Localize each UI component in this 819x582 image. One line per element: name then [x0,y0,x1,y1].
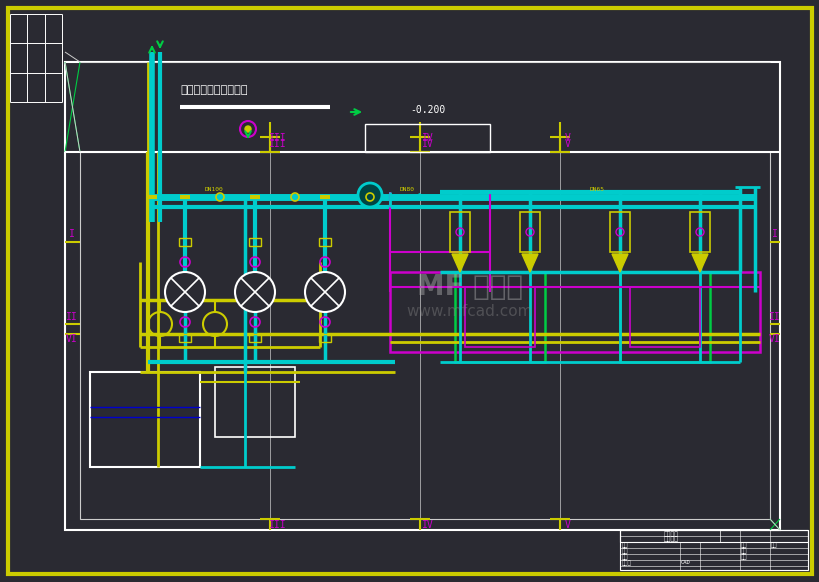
Bar [179,334,191,342]
Text: IV: IV [422,133,433,143]
Bar [619,530,807,542]
Text: I: I [771,229,777,239]
Text: 日期: 日期 [740,554,747,560]
Text: VI: VI [66,334,78,344]
Bar [519,212,540,252]
Bar [464,287,534,347]
Bar [689,212,709,252]
Text: 比例: 比例 [740,548,747,554]
Text: III: III [269,139,287,149]
Polygon shape [611,254,627,272]
Bar [249,334,260,342]
Circle shape [235,272,274,312]
Bar [390,272,759,352]
Text: DN100: DN100 [205,187,224,193]
Bar [215,367,295,437]
Text: 设计: 设计 [622,542,627,548]
Text: 某大学汽: 某大学汽 [663,531,678,537]
Text: II: II [768,312,780,322]
Text: DN65: DN65 [590,187,604,193]
Text: IV: IV [422,139,433,149]
Bar [609,212,629,252]
Text: 换热站热水管道平面图: 换热站热水管道平面图 [180,85,247,95]
Text: www.mfcad.com: www.mfcad.com [406,304,532,320]
Circle shape [305,272,345,312]
Text: VI: VI [768,334,780,344]
Circle shape [358,183,382,207]
Text: III: III [269,520,287,530]
Bar [249,238,260,246]
Text: 制图人: 制图人 [622,560,631,566]
Bar [319,334,331,342]
Text: II: II [66,312,78,322]
Bar [179,238,191,246]
Text: 审核: 审核 [622,554,627,560]
Bar [65,62,779,530]
Text: 暖施: 暖施 [770,542,776,548]
Text: 图纸: 图纸 [740,542,747,548]
Polygon shape [691,254,707,272]
Text: III: III [269,133,287,143]
Circle shape [165,272,205,312]
Text: DN80: DN80 [400,187,414,193]
Text: 水换热站: 水换热站 [663,536,678,542]
Text: IV: IV [422,520,433,530]
Circle shape [245,126,251,132]
Bar [619,272,709,362]
Text: V: V [564,139,570,149]
Text: I: I [69,229,75,239]
Text: CAD: CAD [680,560,690,566]
Polygon shape [451,254,468,272]
Text: 校对: 校对 [622,548,627,554]
Text: -0.200: -0.200 [410,105,445,115]
Bar [450,212,469,252]
Text: V: V [564,133,570,143]
Bar [455,272,545,362]
Text: MF 沐风网: MF 沐风网 [417,273,523,301]
Bar [619,530,807,570]
Bar [80,152,769,519]
Text: V: V [564,520,570,530]
Bar [90,372,200,467]
Bar [629,287,699,347]
Bar [364,124,490,152]
Bar [319,238,331,246]
Polygon shape [522,254,537,272]
